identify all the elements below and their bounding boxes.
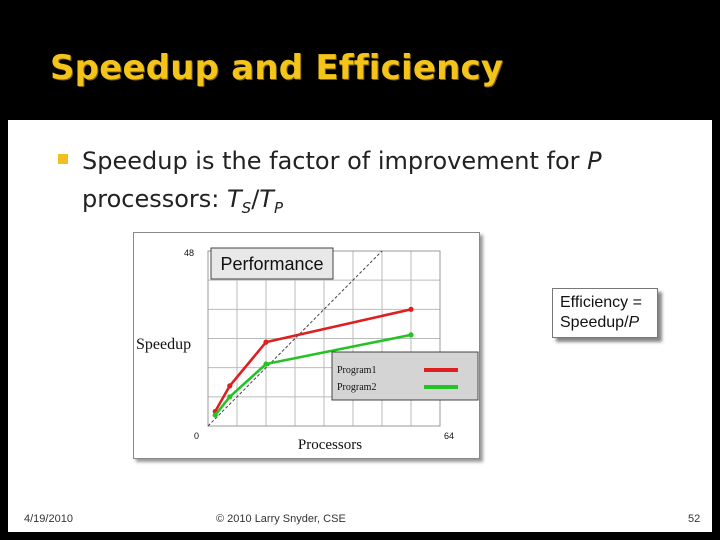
slide: Speedup and Efficiency Speedup is the fa… [8, 10, 712, 532]
formula-tp: T [259, 185, 274, 213]
footer-copyright: © 2010 Larry Snyder, CSE [216, 513, 346, 525]
performance-chart: Performance Program1 Program2 Speedup Proces… [133, 232, 480, 459]
efficiency-line2-text: Speedup/ [560, 314, 629, 331]
legend-box [331, 351, 479, 401]
formula-s-sub: S [241, 198, 252, 217]
data-point-program2 [263, 361, 269, 367]
formula-ts: T [227, 185, 242, 213]
bullet-p: P [587, 147, 602, 175]
data-point-program1 [263, 339, 269, 345]
bullet-text-part2: processors: [82, 185, 227, 213]
data-point-program2 [408, 332, 414, 338]
ideal-speedup-line [207, 250, 383, 427]
data-point-program2 [212, 412, 218, 418]
chart-title-box [210, 247, 334, 280]
series-line-program1 [214, 308, 412, 413]
formula-p-sub: P [273, 198, 284, 217]
chart-title: Performance [220, 254, 323, 274]
series-line-program2 [214, 333, 412, 416]
footer-date: 4/19/2010 [24, 513, 73, 525]
data-point-program1 [227, 383, 233, 389]
y-axis-label: Speedup [136, 336, 191, 353]
x-tick-label: 64 [444, 431, 454, 441]
footer-page-number: 52 [688, 513, 701, 525]
formula-slash: / [251, 185, 260, 213]
x-tick-label: 0 [194, 431, 199, 441]
legend-label-program1: Program1 [337, 365, 376, 376]
bullet-marker [58, 154, 68, 164]
x-axis-label: Processors [298, 437, 362, 453]
efficiency-line2: Speedup/P [560, 313, 657, 333]
legend-label-program2: Program2 [337, 382, 376, 393]
data-point-program2 [227, 394, 233, 400]
bullet-text-part1: Speedup is the factor of improvement for [82, 147, 588, 175]
chart-svg: Performance Program1 Program2 Speedup Proces… [136, 247, 479, 453]
bullet-text: Speedup is the factor of improvement for… [82, 142, 682, 227]
title-bar: Speedup and Efficiency [8, 10, 712, 120]
slide-title: Speedup and Efficiency [50, 48, 504, 88]
efficiency-box: Efficiency = Speedup/P [552, 288, 658, 338]
efficiency-p: P [628, 314, 640, 331]
data-point-program1 [408, 306, 414, 312]
efficiency-line1: Efficiency = [560, 294, 642, 311]
y-tick-label: 48 [184, 248, 194, 258]
